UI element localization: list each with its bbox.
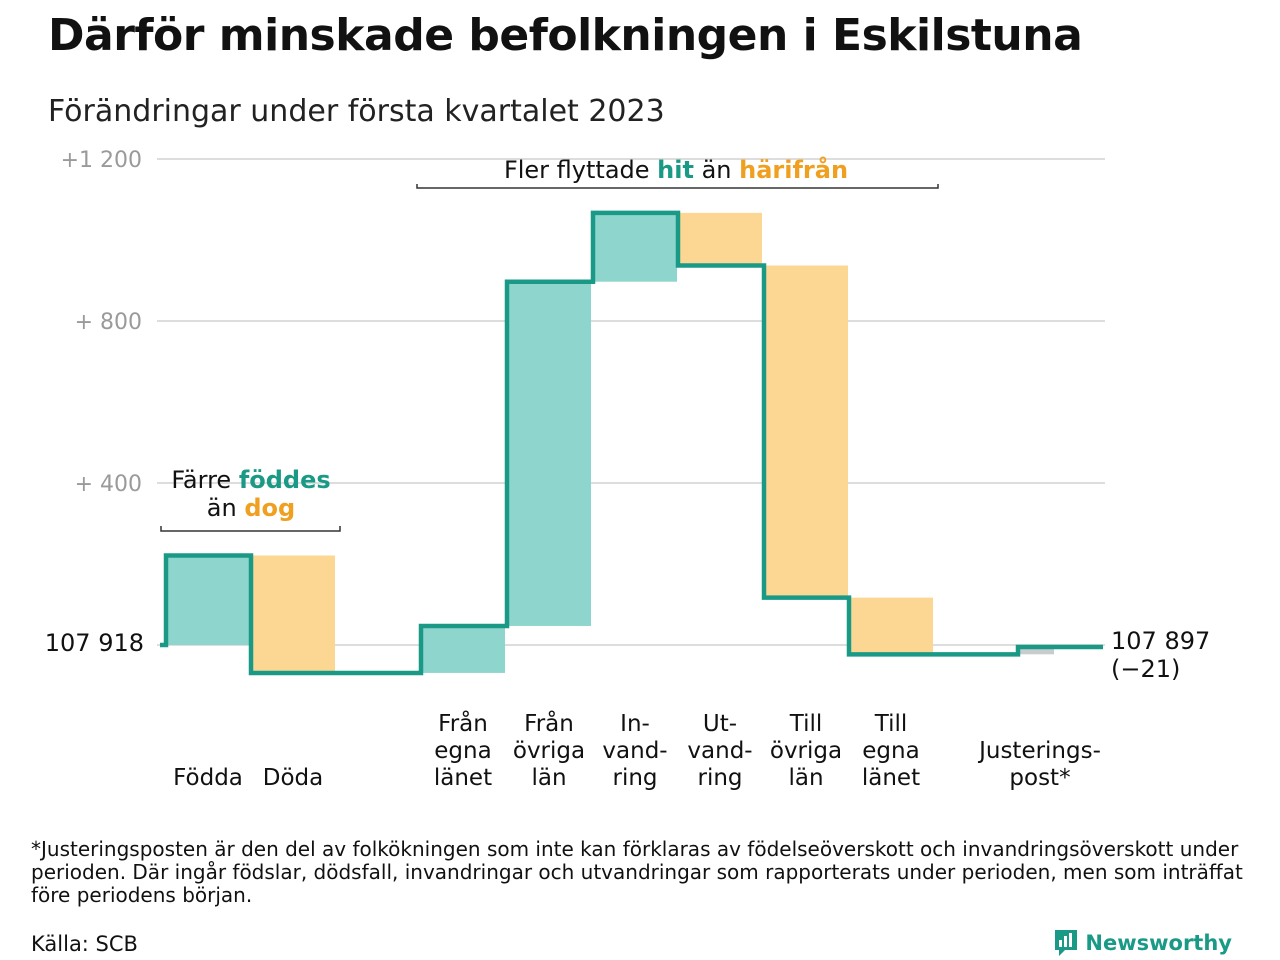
- annotation-migration-part: än: [694, 156, 739, 184]
- x-label: övriga: [770, 738, 842, 764]
- x-label: Från: [524, 709, 574, 737]
- annotation-bracket: [416, 184, 939, 189]
- source-text: Källa: SCB: [31, 932, 138, 956]
- brand-logo[interactable]: Newsworthy: [1053, 928, 1232, 958]
- step-line: [160, 210, 1103, 676]
- x-label: vand-: [687, 738, 752, 764]
- x-label: egna: [862, 738, 919, 764]
- x-label: ring: [697, 765, 742, 791]
- x-label: övriga: [513, 738, 585, 764]
- x-label: In-: [620, 711, 650, 737]
- bar-8: [849, 597, 933, 655]
- bar-1: [166, 555, 250, 645]
- annotation-bracket: [160, 526, 341, 532]
- end-value-label: 107 897: [1111, 627, 1210, 655]
- chart-title: Därför minskade befolkningen i Eskilstun…: [48, 10, 1083, 61]
- x-label: Döda: [263, 765, 323, 791]
- annotation-births-deaths-line2-part: dog: [244, 494, 295, 522]
- x-label: post*: [1009, 765, 1070, 791]
- bar-7: [764, 265, 848, 598]
- x-label: länet: [862, 765, 920, 791]
- brand-name: Newsworthy: [1085, 931, 1232, 955]
- annotation-migration-part: Fler flyttade: [504, 156, 657, 184]
- x-label: Ut-: [703, 711, 737, 737]
- x-label: Födda: [173, 765, 243, 791]
- annotation-births-deaths-line1-part: föddes: [239, 466, 331, 494]
- y-tick-label: + 400: [75, 472, 142, 497]
- x-label: län: [788, 765, 823, 791]
- annotation-migration-part: härifrån: [739, 155, 848, 184]
- annotation-births-deaths-line2: än dog: [207, 494, 295, 522]
- chart-subtitle: Förändringar under första kvartalet 2023: [48, 94, 665, 129]
- x-label: egna: [434, 738, 491, 764]
- annotation-births-deaths-line2-part: än: [207, 494, 245, 522]
- annotation-births-deaths-line1-part: Färre: [171, 466, 239, 494]
- bar-4: [507, 281, 591, 626]
- footnote: *Justeringsposten är den del av folkökni…: [31, 837, 1243, 907]
- x-label: Justerings-: [977, 738, 1101, 764]
- bar-9: [1018, 647, 1054, 655]
- bar-6: [678, 212, 762, 266]
- x-label: Från: [438, 709, 488, 737]
- x-label: län: [531, 765, 566, 791]
- bars: [166, 212, 1054, 673]
- end-change-label: (−21): [1111, 655, 1180, 683]
- annotation-migration-part: hit: [657, 156, 694, 184]
- y-tick-label: + 800: [75, 310, 142, 335]
- annotation-births-deaths-line1: Färre föddes: [171, 466, 330, 494]
- annotation-migration: Fler flyttade hit än härifrån: [504, 155, 848, 184]
- bar-5: [593, 212, 677, 282]
- y-tick-label: +1 200: [61, 148, 142, 173]
- x-label: Till: [874, 711, 908, 737]
- x-label: Till: [789, 711, 823, 737]
- bar-2: [251, 555, 335, 673]
- start-value-label: 107 918: [45, 629, 144, 657]
- newsworthy-logo-icon: [1055, 930, 1078, 956]
- x-label: vand-: [602, 738, 667, 764]
- x-label: ring: [612, 765, 657, 791]
- x-label: länet: [434, 765, 492, 791]
- cumulative-step-line: [160, 210, 1103, 676]
- bar-3: [421, 625, 505, 673]
